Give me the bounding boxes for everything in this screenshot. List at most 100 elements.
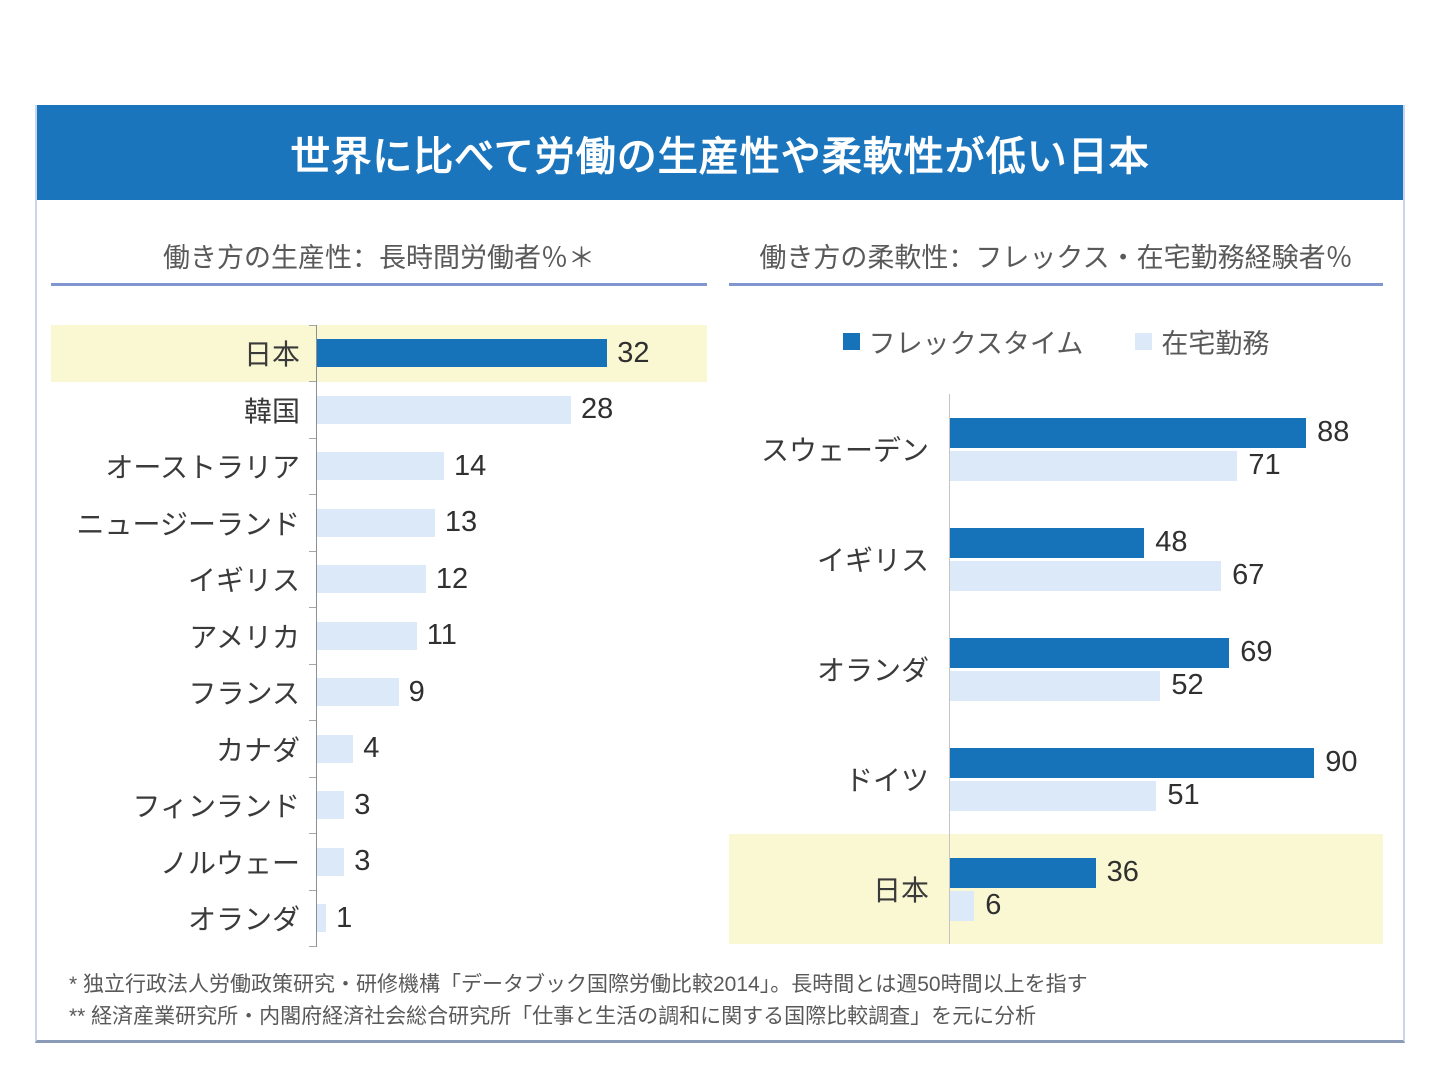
charts-row: 働き方の生産性：長時間労働者％＊ 日本 32 韓国 28 オーストラリア 14 ニュージーラ… bbox=[37, 200, 1403, 947]
flexibility-row: ドイツ 90 51 bbox=[729, 724, 1383, 834]
productivity-rows: 日本 32 韓国 28 オーストラリア 14 ニュージーランド 13 イギリス 12 アメリカ 11 フ… bbox=[51, 324, 707, 947]
legend: フレックスタイム 在宅勤務 bbox=[729, 326, 1383, 359]
bar bbox=[950, 780, 1157, 811]
value-label: 52 bbox=[1171, 669, 1204, 701]
bar-row: 52 bbox=[950, 669, 1383, 701]
plot-area: 36 6 bbox=[949, 834, 1383, 944]
bar bbox=[317, 452, 444, 481]
flextime-legend-swatch-icon bbox=[842, 332, 860, 350]
productivity-row: オランダ 1 bbox=[51, 889, 707, 947]
legend-item-flextime: フレックスタイム bbox=[842, 322, 1084, 361]
bar-row: 67 bbox=[950, 559, 1383, 591]
plot-area: 3 bbox=[309, 833, 707, 890]
productivity-row: フィンランド 3 bbox=[51, 776, 707, 834]
bar bbox=[317, 339, 608, 368]
flexibility-row: スウェーデン 88 71 bbox=[729, 394, 1383, 504]
productivity-row: 日本 32 bbox=[51, 324, 707, 382]
telework-legend-swatch-icon bbox=[1135, 332, 1153, 350]
category-label: イギリス bbox=[187, 565, 300, 597]
bar-row: 36 bbox=[950, 856, 1383, 888]
plot-area: 12 bbox=[309, 550, 707, 608]
plot-area: 28 bbox=[309, 381, 707, 438]
category-label: イギリス bbox=[816, 545, 929, 576]
category-label: 日本 bbox=[243, 339, 300, 371]
flexibility-chart-title: 働き方の柔軟性：フレックス・在宅勤務経験者％ bbox=[729, 242, 1383, 286]
bar bbox=[317, 678, 399, 707]
category-label: オランダ bbox=[187, 904, 300, 936]
productivity-chart: 働き方の生産性：長時間労働者％＊ 日本 32 韓国 28 オーストラリア 14 ニュージーラ… bbox=[51, 200, 707, 947]
value-label: 13 bbox=[444, 506, 478, 539]
value-label: 4 bbox=[363, 732, 380, 765]
bar bbox=[950, 890, 975, 921]
title-bar: 世界に比べて労働の生産性や柔軟性が低い日本 bbox=[37, 105, 1403, 200]
plot-area: 13 bbox=[309, 494, 707, 551]
flexibility-rows: スウェーデン 88 71 イギリス 48 67 オランダ 69 52 ドイツ 90 51 日本 36 6 bbox=[729, 394, 1383, 944]
value-label: 11 bbox=[426, 619, 457, 652]
bar-row: 69 bbox=[950, 636, 1383, 668]
flexibility-chart: 働き方の柔軟性：フレックス・在宅勤務経験者％ フレックスタイム 在宅勤務 スウェ… bbox=[729, 200, 1383, 947]
category-label: スウェーデン bbox=[760, 435, 929, 466]
bar-row: 90 bbox=[950, 746, 1383, 778]
plot-area: 32 bbox=[309, 324, 707, 382]
main-panel: 世界に比べて労働の生産性や柔軟性が低い日本 働き方の生産性：長時間労働者％＊ 日… bbox=[35, 105, 1405, 1043]
category-label: フィンランド bbox=[132, 791, 300, 823]
value-label: 71 bbox=[1248, 449, 1281, 481]
category-label: アメリカ bbox=[189, 621, 300, 653]
plot-area: 90 51 bbox=[949, 724, 1383, 834]
bar bbox=[317, 621, 417, 650]
value-label: 6 bbox=[985, 889, 1002, 921]
value-label: 3 bbox=[354, 845, 371, 878]
plot-area: 14 bbox=[309, 437, 707, 495]
bar bbox=[317, 508, 435, 537]
productivity-chart-title: 働き方の生産性：長時間労働者％＊ bbox=[51, 242, 707, 286]
productivity-row: アメリカ 11 bbox=[51, 607, 707, 664]
plot-area: 69 52 bbox=[949, 614, 1383, 724]
category-label: オランダ bbox=[816, 655, 929, 686]
value-label: 69 bbox=[1240, 636, 1273, 668]
category-label: カナダ bbox=[215, 734, 300, 766]
bar-row: 71 bbox=[950, 449, 1383, 481]
bar bbox=[950, 747, 1315, 778]
value-label: 12 bbox=[435, 562, 469, 595]
bar bbox=[950, 450, 1238, 481]
flexibility-row: 日本 36 6 bbox=[729, 834, 1383, 944]
value-label: 88 bbox=[1317, 416, 1350, 448]
productivity-row: フランス 9 bbox=[51, 663, 707, 721]
productivity-row: カナダ 4 bbox=[51, 720, 707, 777]
plot-area: 4 bbox=[309, 720, 707, 777]
bar bbox=[317, 734, 354, 763]
bar-row: 88 bbox=[950, 416, 1383, 448]
footnotes: * 独立行政法人労働政策研究・研修機構「データブック国際労働比較2014」。長時… bbox=[37, 969, 1403, 1033]
value-label: 1 bbox=[336, 901, 353, 934]
bar bbox=[317, 847, 345, 876]
value-label: 51 bbox=[1167, 779, 1200, 811]
productivity-row: ノルウェー 3 bbox=[51, 833, 707, 890]
bar bbox=[950, 527, 1145, 558]
bar bbox=[317, 904, 327, 933]
category-label: ノルウェー bbox=[159, 847, 300, 879]
bar-row: 51 bbox=[950, 779, 1383, 811]
category-label: ドイツ bbox=[844, 765, 929, 796]
value-label: 32 bbox=[617, 336, 650, 369]
bar bbox=[317, 791, 345, 820]
legend-label-flextime: フレックスタイム bbox=[868, 328, 1084, 359]
value-label: 9 bbox=[408, 675, 425, 708]
category-label: ニュージーランド bbox=[76, 508, 300, 540]
bar bbox=[950, 417, 1307, 448]
value-label: 14 bbox=[453, 449, 487, 482]
productivity-row: イギリス 12 bbox=[51, 550, 707, 608]
flexibility-row: オランダ 69 52 bbox=[729, 614, 1383, 724]
page-title: 世界に比べて労働の生産性や柔軟性が低い日本 bbox=[290, 134, 1150, 179]
category-label: 日本 bbox=[872, 875, 929, 906]
legend-item-telework: 在宅勤務 bbox=[1135, 322, 1269, 361]
bar bbox=[317, 565, 426, 594]
bar bbox=[950, 637, 1230, 668]
bar bbox=[950, 560, 1222, 591]
productivity-row: ニュージーランド 13 bbox=[51, 494, 707, 551]
footnote-line: ** 経済産業研究所・内閣府経済社会総合研究所「仕事と生活の調和に関する国際比較… bbox=[69, 1004, 1037, 1028]
bar bbox=[317, 395, 571, 424]
value-label: 90 bbox=[1325, 746, 1358, 778]
value-label: 3 bbox=[354, 788, 371, 821]
bar bbox=[950, 857, 1096, 888]
plot-area: 1 bbox=[309, 889, 707, 947]
